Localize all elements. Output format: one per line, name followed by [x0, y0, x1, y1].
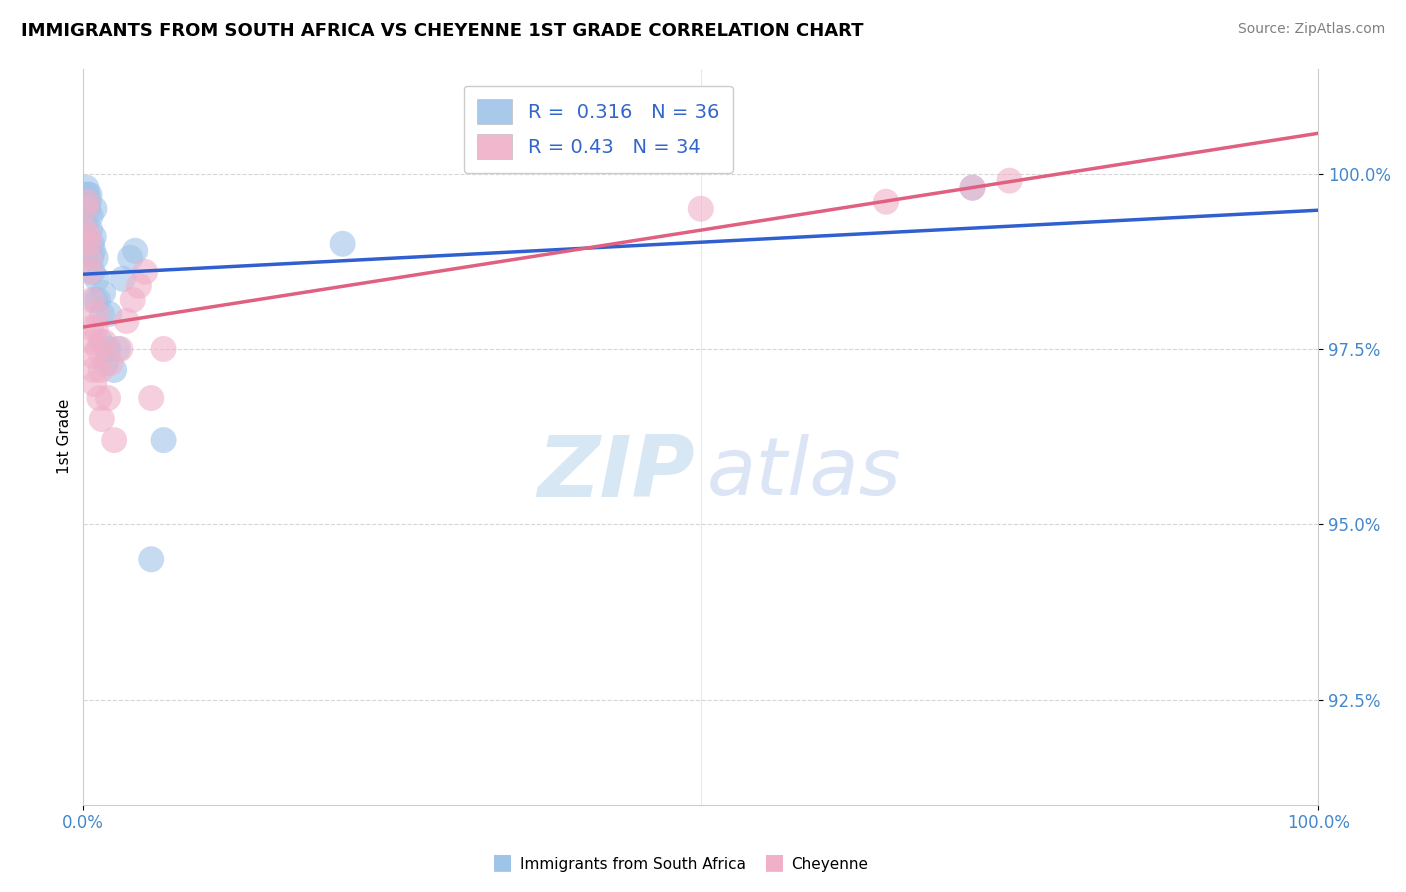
Point	[91, 285, 114, 300]
Point	[97, 342, 120, 356]
Point	[152, 342, 174, 356]
Point	[83, 363, 105, 377]
Point	[82, 244, 104, 258]
Point	[103, 363, 125, 377]
Point	[75, 187, 97, 202]
Point	[77, 229, 100, 244]
Point	[80, 321, 103, 335]
Point	[73, 216, 96, 230]
Text: Immigrants from South Africa: Immigrants from South Africa	[520, 857, 747, 872]
Point	[90, 307, 112, 321]
Point	[90, 412, 112, 426]
Point	[115, 314, 138, 328]
Point	[89, 391, 111, 405]
Point	[124, 244, 146, 258]
Point	[75, 223, 97, 237]
Text: ZIP: ZIP	[537, 432, 695, 515]
Text: ■: ■	[763, 853, 785, 872]
Point	[76, 194, 98, 209]
Text: atlas: atlas	[707, 434, 901, 512]
Point	[83, 229, 105, 244]
Point	[90, 334, 112, 349]
Point	[94, 356, 117, 370]
Point	[77, 202, 100, 216]
Point	[79, 251, 101, 265]
Point	[110, 342, 132, 356]
Point	[998, 174, 1021, 188]
Point	[80, 209, 103, 223]
Point	[87, 293, 110, 307]
Point	[141, 391, 163, 405]
Point	[120, 251, 142, 265]
Text: ■: ■	[492, 853, 513, 872]
Point	[97, 391, 120, 405]
Y-axis label: 1st Grade: 1st Grade	[58, 399, 72, 475]
Point	[107, 342, 129, 356]
Point	[77, 194, 100, 209]
Point	[87, 342, 110, 356]
Point	[80, 236, 103, 251]
Point	[80, 251, 103, 265]
Point	[84, 293, 107, 307]
Point	[76, 194, 98, 209]
Point	[103, 433, 125, 447]
Point	[100, 356, 122, 370]
Point	[86, 272, 108, 286]
Text: Source: ZipAtlas.com: Source: ZipAtlas.com	[1237, 22, 1385, 37]
Point	[77, 236, 100, 251]
Text: IMMIGRANTS FROM SOUTH AFRICA VS CHEYENNE 1ST GRADE CORRELATION CHART: IMMIGRANTS FROM SOUTH AFRICA VS CHEYENNE…	[21, 22, 863, 40]
Point	[83, 202, 105, 216]
Legend: R =  0.316   N = 36, R = 0.43   N = 34: R = 0.316 N = 36, R = 0.43 N = 34	[464, 86, 733, 172]
Point	[98, 307, 121, 321]
Point	[84, 321, 107, 335]
Point	[332, 236, 354, 251]
Point	[93, 334, 115, 349]
Point	[962, 180, 984, 194]
Point	[152, 433, 174, 447]
Point	[86, 307, 108, 321]
Point	[90, 363, 112, 377]
Point	[76, 187, 98, 202]
Point	[962, 180, 984, 194]
Point	[134, 265, 156, 279]
Point	[82, 265, 104, 279]
Point	[79, 187, 101, 202]
Point	[121, 293, 143, 307]
Point	[82, 334, 104, 349]
Point	[75, 202, 97, 216]
Point	[83, 377, 105, 392]
Point	[79, 265, 101, 279]
Point	[875, 194, 897, 209]
Point	[128, 278, 150, 293]
Point	[84, 251, 107, 265]
Text: Cheyenne: Cheyenne	[792, 857, 869, 872]
Point	[82, 349, 104, 363]
Point	[75, 202, 97, 216]
Point	[79, 223, 101, 237]
Point	[689, 202, 711, 216]
Point	[80, 293, 103, 307]
Point	[111, 272, 134, 286]
Point	[75, 180, 97, 194]
Point	[141, 552, 163, 566]
